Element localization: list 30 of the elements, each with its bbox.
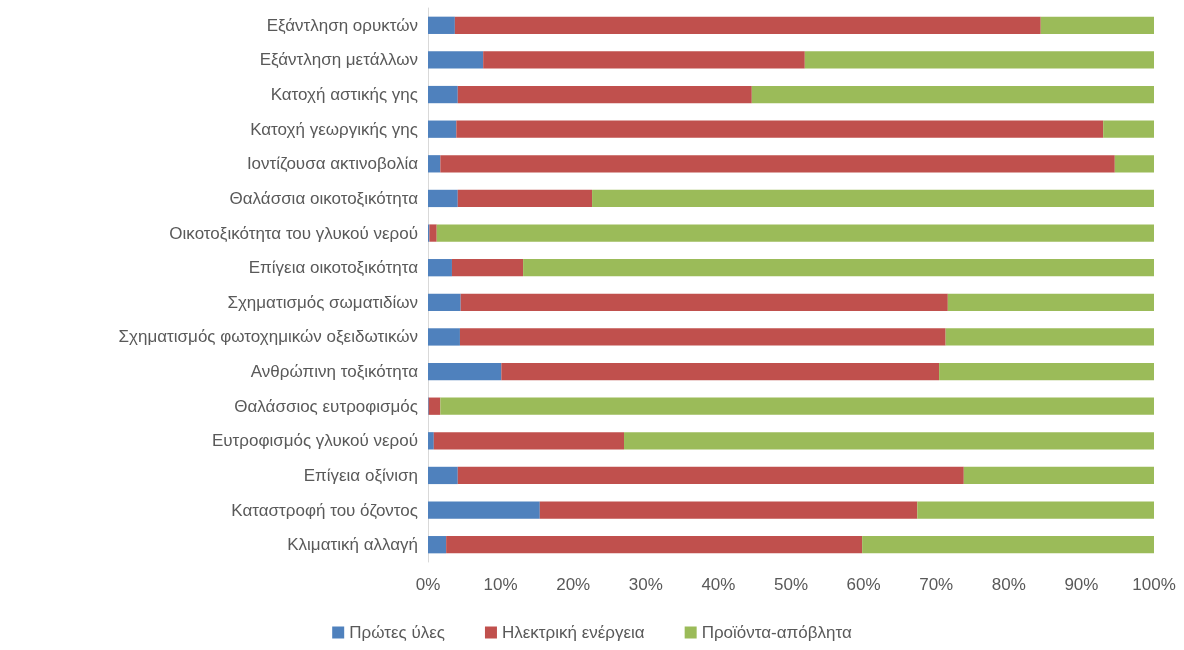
x-tick-label: 0% [415,575,441,594]
x-tick-label: 20% [556,575,591,594]
x-tick-label: 100% [1132,575,1176,594]
y-tick-label: Καταστροφή του όζοντος [231,500,418,520]
y-tick-label: Εξάντληση ορυκτών [266,15,418,35]
y-tick-label: Εξάντληση μετάλλων [259,50,418,70]
legend-label: Ηλεκτρική ενέργεια [501,623,645,642]
legend-label: Προϊόντα-απόβλητα [701,623,852,642]
x-tick-label: 70% [919,575,954,594]
y-tick-label: Κλιματική αλλαγή [287,535,418,555]
y-tick-label: Κατοχή γεωργικής γης [250,119,418,139]
x-tick-label: 60% [846,575,881,594]
y-tick-label: Σχηματισμός φωτοχημικών οξειδωτικών [118,327,418,347]
y-tick-label: Επίγεια οικοτοξικότητα [248,258,419,278]
x-tick-label: 90% [1064,575,1099,594]
y-tick-label: Ιοντίζουσα ακτινοβολία [246,154,419,174]
y-tick-label: Ευτροφισμός γλυκού νερού [211,431,418,451]
legend-label: Πρώτες ύλες [349,623,445,642]
x-tick-label: 40% [701,575,736,594]
y-tick-label: Κατοχή αστικής γης [270,85,418,105]
y-tick-label: Σχηματισμός σωματιδίων [227,292,418,312]
x-tick-label: 10% [483,575,518,594]
x-tick-label: 80% [991,575,1026,594]
x-tick-label: 30% [628,575,663,594]
y-tick-label: Ανθρώπινη τοξικότητα [250,362,419,382]
y-tick-label: Θαλάσσια οικοτοξικότητα [229,188,419,208]
y-tick-label: Θαλάσσιος ευτροφισμός [234,396,418,416]
y-tick-label: Οικοτοξικότητα του γλυκού νερού [169,223,418,243]
y-tick-label: Επίγεια οξίνιση [303,465,418,485]
x-tick-label: 50% [773,575,809,594]
